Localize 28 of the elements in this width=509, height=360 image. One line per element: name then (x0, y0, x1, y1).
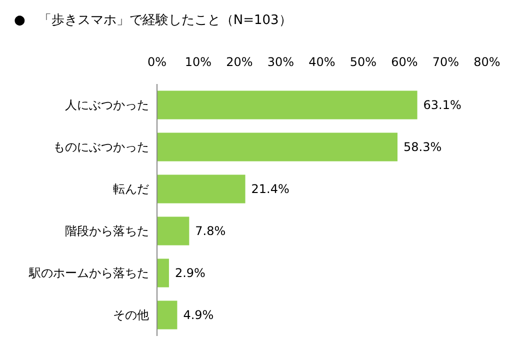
y-tick-label: その他 (113, 308, 149, 322)
bar (157, 300, 178, 330)
chart-title: ● 「歩きスマホ」で経験したこと（N=103） (14, 13, 292, 28)
x-tick-label: 20% (226, 55, 253, 69)
x-tick-label: 60% (391, 55, 418, 69)
data-label: 63.1% (423, 98, 462, 112)
data-label: 58.3% (403, 140, 442, 154)
x-tick-label: 0% (147, 55, 167, 69)
data-label: 4.9% (183, 308, 214, 322)
data-label: 21.4% (251, 182, 290, 196)
data-label: 2.9% (174, 266, 206, 280)
x-tick-label: 70% (432, 55, 460, 69)
data-label: 7.8% (195, 224, 226, 238)
y-tick-label: 階段から落ちた (65, 224, 149, 238)
bar (157, 174, 246, 204)
x-tick-label: 50% (350, 55, 377, 69)
y-tick-label: 転んだ (113, 182, 149, 196)
y-tick-label: ものにぶつかった (53, 140, 149, 154)
bar (157, 216, 190, 246)
y-tick-label: 人にぶつかった (65, 98, 149, 112)
x-tick-label: 10% (184, 55, 212, 69)
y-tick-label: 駅のホームから落ちた (28, 266, 149, 280)
x-tick-label: 40% (308, 55, 336, 69)
x-tick-label: 30% (267, 55, 294, 69)
bar (157, 90, 418, 120)
bar (157, 132, 398, 162)
x-tick-label: 80% (474, 55, 500, 69)
bar (157, 258, 169, 288)
